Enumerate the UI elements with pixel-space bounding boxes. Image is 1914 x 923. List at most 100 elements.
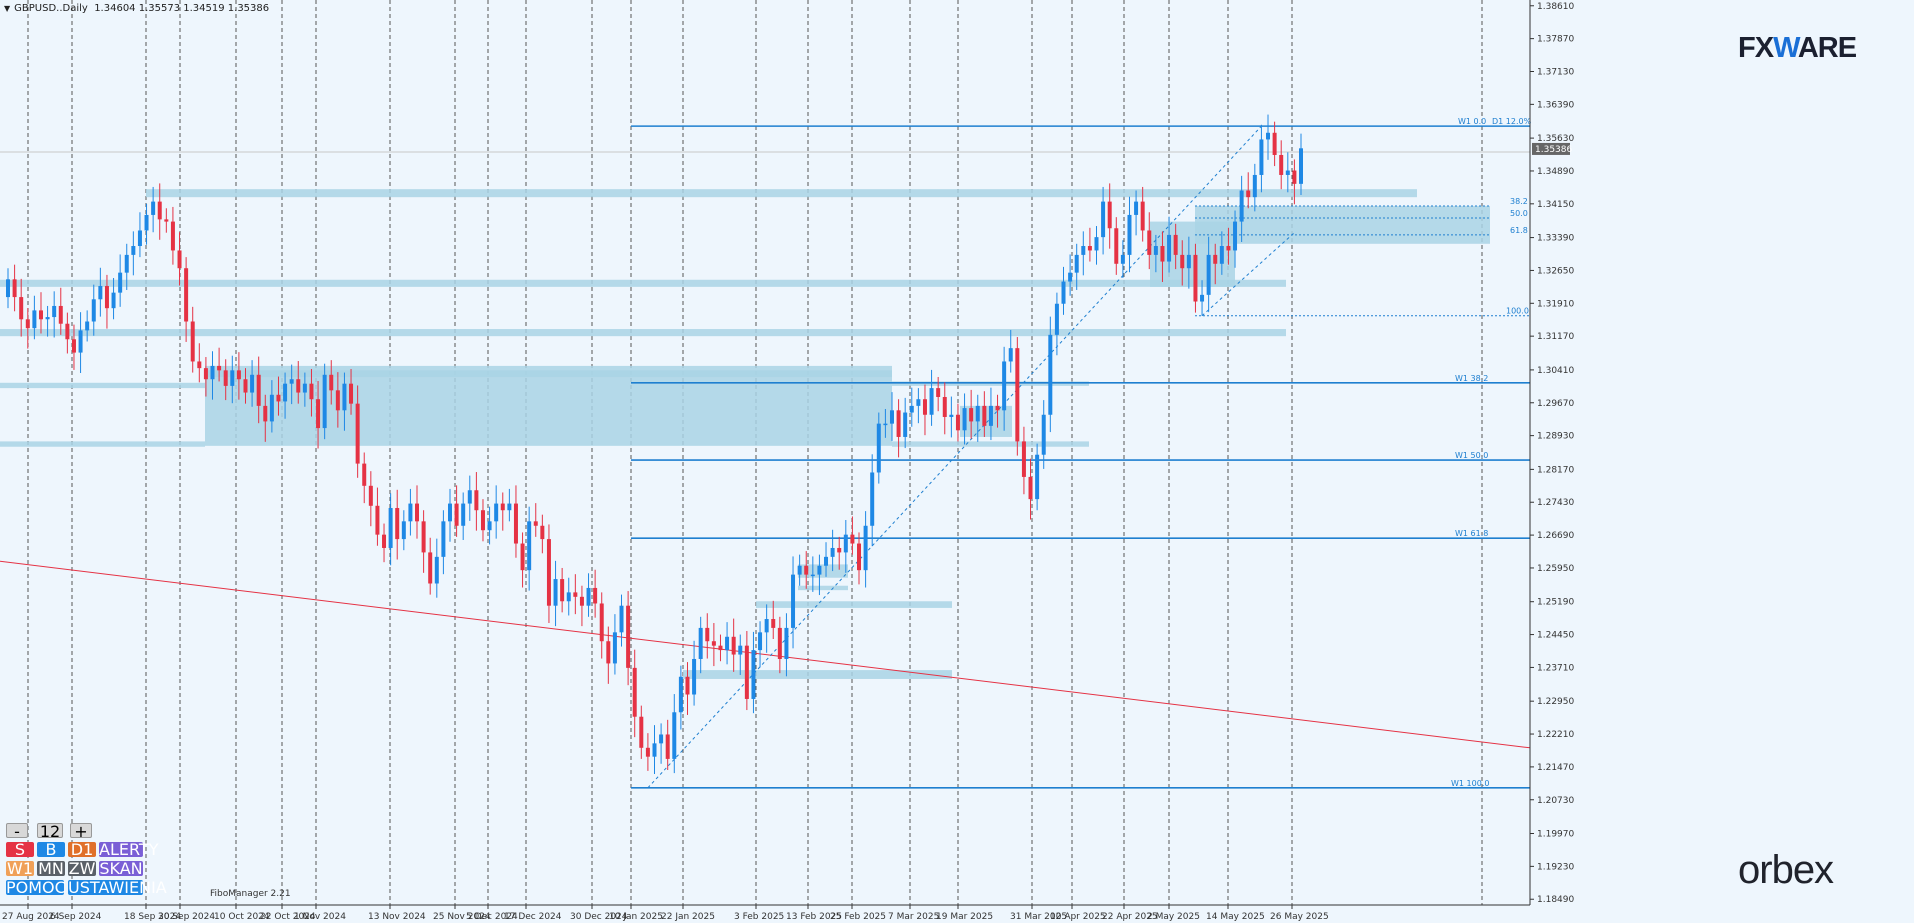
candle-body — [843, 534, 848, 553]
candle-body — [78, 330, 83, 353]
candle-body — [12, 279, 17, 298]
symbol-label: GBPUSD..Daily — [14, 3, 88, 14]
count-field[interactable]: 12 — [37, 823, 63, 840]
candle-body — [375, 505, 380, 535]
candle-body — [1068, 272, 1073, 282]
fib-levels-layer: W1 0.0 W1 38.2 W1 50.0 W1 61.8 W1 100.0 38.2 5… — [631, 117, 1532, 789]
candle-body — [32, 310, 37, 329]
candle-body — [421, 521, 426, 553]
zone-rect — [892, 381, 1089, 386]
candle-body — [645, 747, 650, 757]
candle-body — [1134, 201, 1139, 215]
candle-body — [955, 414, 960, 431]
price-tick-label: 1.25950 — [1537, 564, 1574, 574]
candle-body — [480, 510, 485, 531]
candle-body — [362, 463, 367, 486]
candle-body — [507, 503, 512, 511]
candle-body — [256, 374, 261, 406]
candle-body — [1239, 190, 1244, 222]
pomoc-button[interactable]: POMOC — [6, 878, 66, 897]
candle-body — [1021, 441, 1026, 477]
candle-body — [316, 399, 321, 429]
d1-button[interactable]: D1 — [68, 842, 96, 858]
candle-body — [830, 547, 835, 557]
candle-body — [1266, 132, 1271, 140]
time-tick-label: 27 Aug 2024 — [2, 912, 60, 922]
candle-body — [302, 383, 307, 393]
zone-rect — [205, 370, 892, 446]
time-tick-label: 30 Dec 2024 — [570, 912, 628, 922]
candle-body — [1048, 334, 1053, 415]
candle-body — [329, 374, 334, 391]
candle-body — [1173, 234, 1178, 255]
candle-body — [903, 412, 908, 437]
candle-body — [1035, 454, 1040, 500]
dropdown-triangle-icon[interactable]: ▼ — [4, 4, 11, 13]
candle-body — [527, 521, 532, 571]
mn-button[interactable]: MN — [37, 859, 65, 878]
time-tick-label: 22 Jan 2025 — [661, 912, 715, 922]
plus-button[interactable]: + — [70, 823, 92, 840]
zw-button[interactable]: ZW — [68, 859, 96, 878]
price-tick-label: 1.35630 — [1537, 134, 1574, 144]
logo-text-suffix: ARE — [1797, 32, 1857, 64]
buy-button[interactable]: B — [37, 842, 65, 858]
sell-button[interactable]: S — [6, 842, 34, 858]
candle-body — [1285, 170, 1290, 175]
minus-button[interactable]: - — [6, 823, 28, 840]
candles-layer — [6, 114, 1303, 775]
price-tick-label: 1.19230 — [1537, 862, 1574, 872]
candle-body — [197, 361, 202, 369]
trend-lines-layer — [0, 125, 1531, 789]
fib-level-label: W1 100.0 — [1451, 779, 1489, 788]
candle-body — [546, 539, 551, 606]
candle-body — [659, 734, 664, 744]
candle-body — [593, 587, 598, 604]
zone-rect — [205, 365, 892, 378]
alerty-button[interactable]: ALERTY — [99, 840, 159, 859]
candle-body — [876, 423, 881, 473]
time-tick-label: 10 Apr 2025 — [1050, 912, 1106, 922]
candle-body — [771, 619, 776, 628]
time-tick-label: 14 May 2025 — [1206, 912, 1265, 922]
candle-body — [731, 636, 736, 655]
zone-rect — [0, 279, 1286, 287]
fxware-logo: FXWARE — [1738, 32, 1857, 65]
orbex-logo: orbex — [1738, 848, 1834, 892]
candle-body — [151, 201, 156, 215]
candle-body — [349, 383, 354, 404]
candle-body — [461, 503, 466, 526]
candle-body — [58, 305, 63, 324]
candle-body — [85, 321, 90, 331]
fib-level-label: 50.0 — [1510, 209, 1528, 218]
zone-rect — [1195, 206, 1490, 244]
price-tick-label: 1.27430 — [1537, 498, 1574, 508]
w1-button[interactable]: W1 — [6, 859, 34, 878]
logo-text-mark: W — [1773, 32, 1799, 64]
time-tick-label: 17 Dec 2024 — [504, 912, 562, 922]
candle-body — [949, 414, 954, 417]
time-tick-label: 30 Sep 2024 — [158, 912, 215, 922]
zone-rect — [0, 329, 1286, 337]
candle-body — [744, 645, 749, 699]
candle-body — [711, 641, 716, 646]
candle-body — [1153, 246, 1158, 255]
candle-body — [45, 317, 50, 320]
candle-body — [401, 521, 406, 540]
fib-diagonal — [1201, 232, 1295, 317]
candle-body — [190, 321, 195, 362]
price-tick-label: 1.23710 — [1537, 663, 1574, 673]
candle-body — [1272, 132, 1277, 155]
candle-body — [889, 410, 894, 424]
time-tick-label: 22 Oct 2024 — [260, 912, 316, 922]
fib-diagonal — [647, 125, 1262, 789]
candle-body — [1246, 190, 1251, 198]
skan-button[interactable]: SKAN — [99, 859, 143, 878]
candle-body — [1087, 246, 1092, 251]
candle-body — [784, 627, 789, 659]
ustawienia-button[interactable]: USTAWIENIA — [68, 878, 167, 897]
candle-body — [883, 423, 888, 426]
candle-body — [104, 285, 109, 309]
candle-body — [269, 394, 274, 422]
